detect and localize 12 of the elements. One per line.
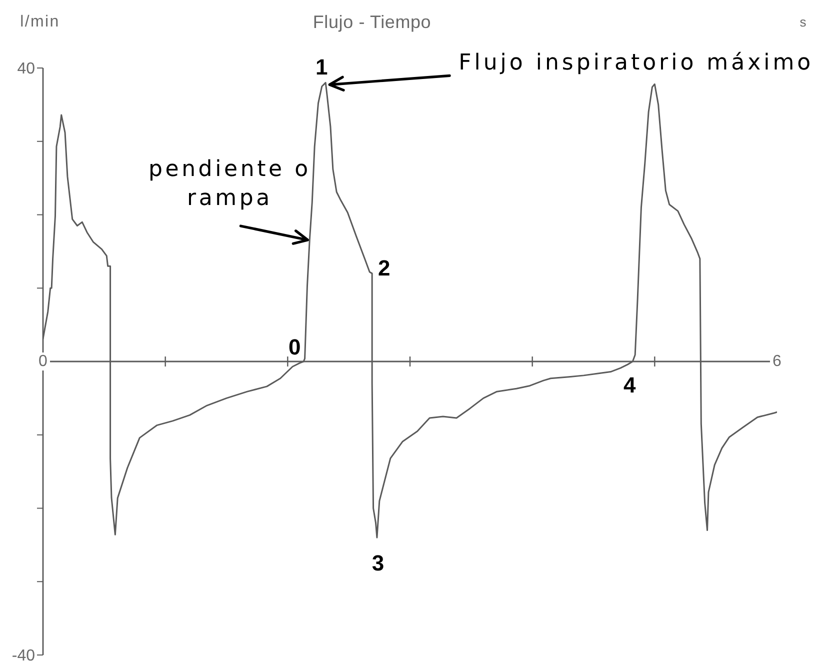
annotation: 2 [378,254,390,280]
y-axis-title: l/min [20,14,60,30]
chart-title: Flujo - Tiempo [312,12,432,32]
annotation: 4 [624,372,637,397]
annotation: 1 [315,54,328,80]
x-axis-title: s [800,14,807,30]
y-tick-label: -40 [12,648,36,665]
annotation: 3 [372,550,384,576]
x-tick-label: 6 [772,353,782,370]
annotation: Flujo inspiratorio máximo [458,50,814,76]
annotation: pendiente o rampa [148,156,311,210]
y-tick-label: 40 [17,60,36,78]
